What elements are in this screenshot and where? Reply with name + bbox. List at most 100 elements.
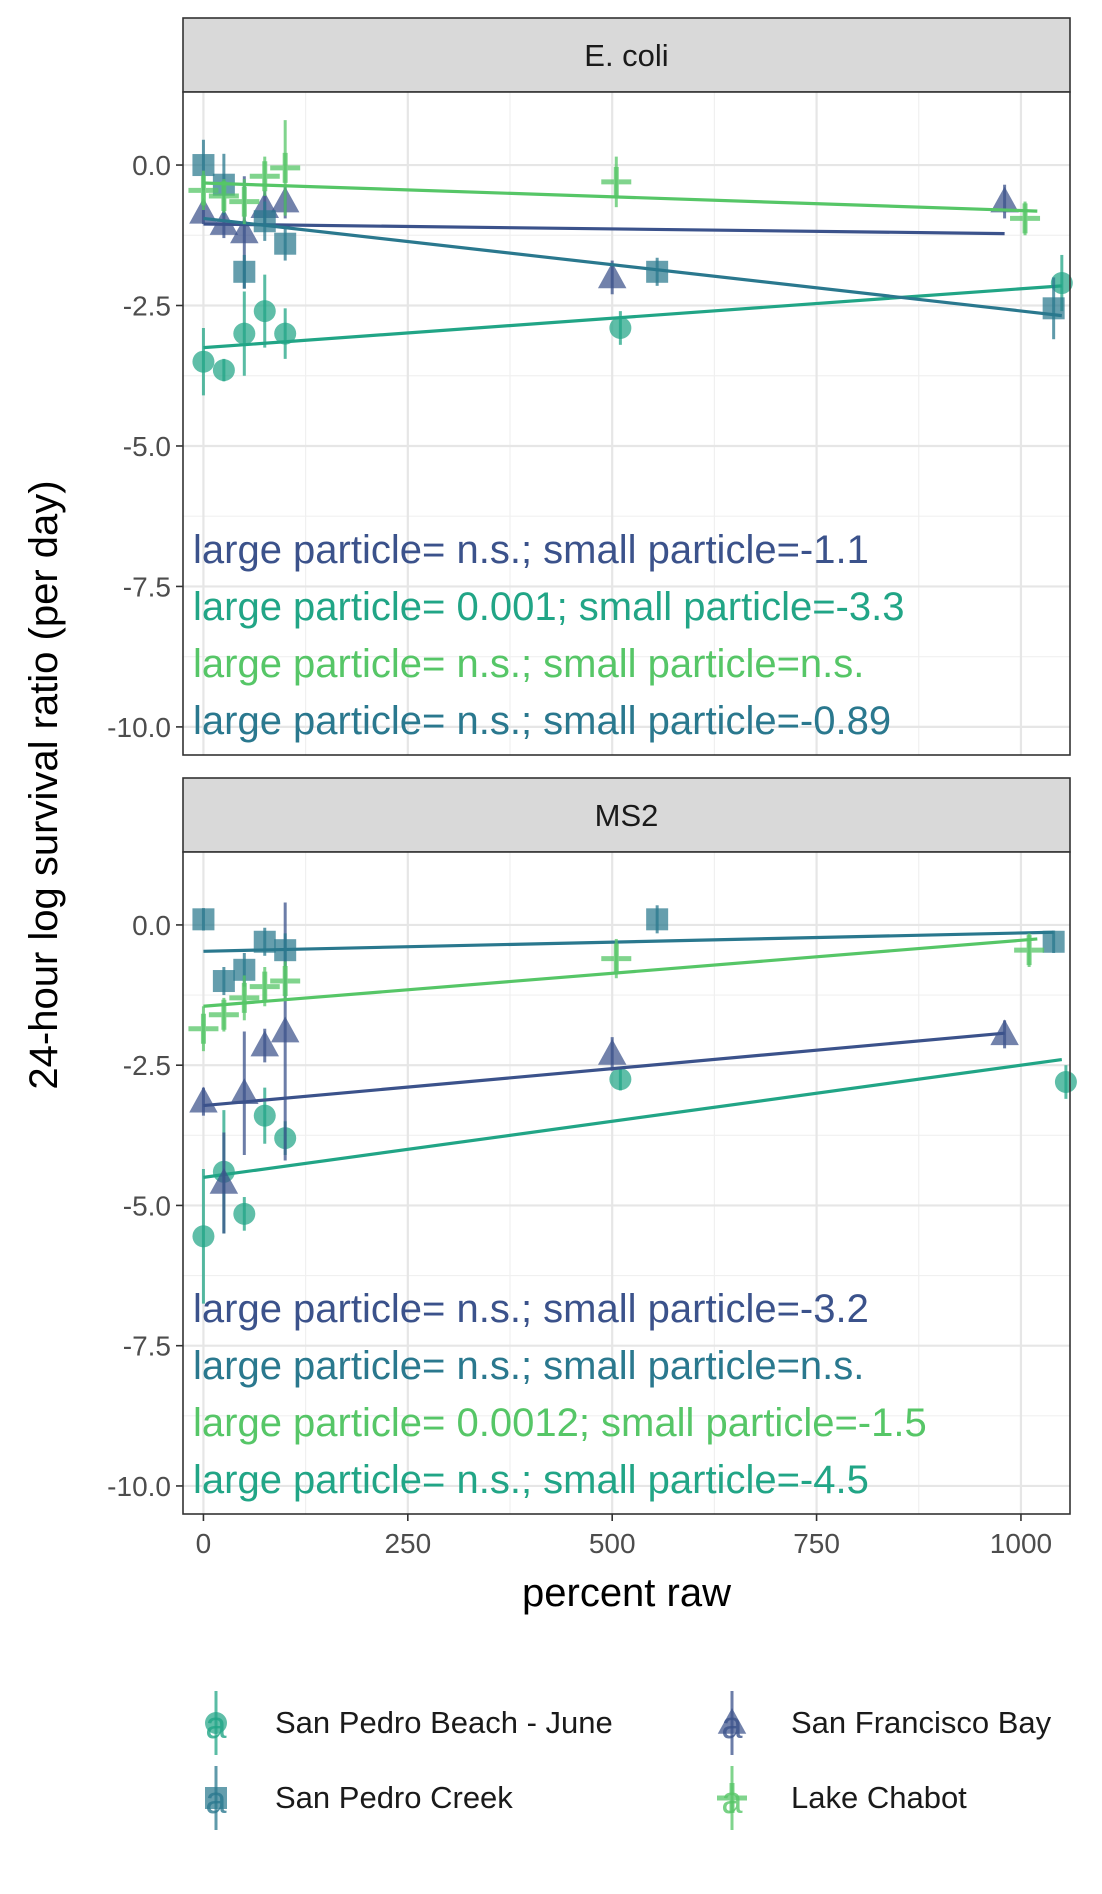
series-san-pedro-beach-june	[192, 1057, 1077, 1304]
series-lake-chabot	[188, 120, 1041, 236]
y-tick-label: -7.5	[123, 571, 171, 602]
panel-title: MS2	[595, 798, 659, 833]
data-point	[208, 999, 239, 1030]
data-point	[233, 260, 256, 283]
panel-0: E. coli 0.0 -2.5 -5.0 -7.5 -10.0 large particl…	[107, 17, 1073, 756]
data-point	[233, 1202, 256, 1225]
data-point	[212, 359, 235, 382]
data-point	[212, 970, 235, 993]
data-point	[274, 232, 297, 255]
data-point	[189, 197, 218, 224]
x-tick-label: 250	[384, 1528, 431, 1559]
data-point	[233, 958, 256, 981]
data-point	[601, 166, 632, 197]
series-lake-chabot	[188, 933, 1045, 1052]
y-tick-label: -2.5	[123, 291, 171, 322]
fit-line	[203, 1057, 1063, 1179]
data-point	[646, 260, 669, 283]
panel-strip	[182, 17, 1071, 93]
legend: a San Pedro Beach - June a San Francisco Ba…	[205, 1691, 1052, 1830]
legend-key-marker	[717, 1708, 747, 1734]
data-point	[270, 966, 301, 997]
panel-1: MS2 0.0 -2.5 -5.0 -7.5 -10.0 large particle= n…	[107, 777, 1077, 1515]
plot-background	[183, 852, 1070, 1514]
data-point	[601, 943, 632, 974]
data-point	[646, 908, 669, 931]
fit-line	[203, 181, 1038, 213]
data-point	[1054, 1071, 1077, 1094]
data-point	[274, 939, 297, 962]
data-point	[189, 1086, 218, 1113]
panel-strip	[182, 777, 1071, 853]
data-point	[188, 1013, 219, 1044]
data-point	[270, 1016, 300, 1043]
fit-line	[203, 284, 1062, 350]
data-point	[597, 1038, 627, 1065]
data-point	[229, 186, 260, 217]
legend-item: a Lake Chabot	[717, 1766, 967, 1830]
y-tick-label: -10.0	[107, 712, 171, 743]
x-tick-label: 750	[793, 1528, 840, 1559]
stat-annotation: large particle= 0.001; small particle=-3…	[193, 585, 904, 629]
x-axis-title: percent raw	[522, 1571, 731, 1615]
fit-line	[203, 216, 1063, 318]
y-axis-title: 24-hour log survival ratio (per day)	[22, 480, 66, 1089]
data-point	[274, 322, 297, 345]
legend-key-glyph: a	[205, 1780, 227, 1822]
data-point	[192, 1225, 215, 1248]
data-point	[597, 262, 627, 289]
data-point	[229, 982, 260, 1013]
y-tick-label: -2.5	[123, 1050, 171, 1081]
data-point	[1042, 930, 1065, 953]
legend-label: San Francisco Bay	[791, 1705, 1052, 1740]
data-point	[1010, 203, 1041, 234]
legend-key-marker	[205, 1712, 227, 1734]
data-point	[233, 322, 256, 345]
legend-key-glyph: a	[721, 1705, 743, 1747]
data-point	[990, 1019, 1019, 1046]
data-point	[192, 154, 215, 177]
data-point	[253, 210, 276, 233]
x-tick-label: 1000	[990, 1528, 1052, 1559]
panel-title: E. coli	[584, 38, 668, 73]
data-point	[609, 316, 632, 339]
fit-line	[203, 1031, 1005, 1108]
stat-annotation: large particle= n.s.; small particle=-0.…	[193, 699, 891, 743]
legend-item: a San Francisco Bay	[717, 1691, 1052, 1755]
data-point	[253, 300, 276, 323]
legend-label: San Pedro Beach - June	[275, 1705, 613, 1740]
legend-label: Lake Chabot	[791, 1780, 967, 1815]
stat-annotation: large particle= n.s.; small particle=n.s…	[193, 642, 864, 686]
panel-border	[182, 91, 1071, 756]
legend-key-marker	[717, 1783, 747, 1813]
y-tick-label: 0.0	[132, 910, 171, 941]
y-tick-label: -5.0	[123, 1190, 171, 1221]
series-san-pedro-beach-june	[192, 254, 1073, 396]
stat-annotation: large particle= n.s.; small particle=-4.…	[193, 1458, 869, 1502]
x-tick-label: 0	[196, 1528, 212, 1559]
data-point	[192, 350, 215, 373]
stat-annotation: large particle= n.s.; small particle=n.s…	[193, 1344, 864, 1388]
fit-line	[203, 930, 1054, 953]
data-point	[1050, 272, 1073, 295]
data-point	[209, 1168, 239, 1194]
stat-annotation: large particle= 0.0012; small particle=-…	[193, 1401, 927, 1445]
legend-item: a San Pedro Beach - June	[205, 1691, 613, 1755]
data-point	[249, 161, 280, 192]
plot-background	[183, 92, 1070, 755]
fit-line	[203, 222, 1005, 236]
data-point	[188, 175, 219, 206]
stat-annotation: large particle= n.s.; small particle=-1.…	[193, 528, 869, 572]
y-tick-label: -10.0	[107, 1471, 171, 1502]
series-san-pedro-creek	[192, 139, 1065, 340]
stat-annotation: large particle= n.s.; small particle=-3.…	[193, 1287, 869, 1331]
legend-key-glyph: a	[721, 1780, 743, 1822]
legend-key-glyph: a	[205, 1705, 227, 1747]
data-point	[249, 971, 280, 1002]
y-tick-label: -7.5	[123, 1331, 171, 1362]
panel-border	[182, 851, 1071, 1515]
legend-label: San Pedro Creek	[275, 1780, 513, 1815]
legend-item: a San Pedro Creek	[205, 1766, 513, 1830]
